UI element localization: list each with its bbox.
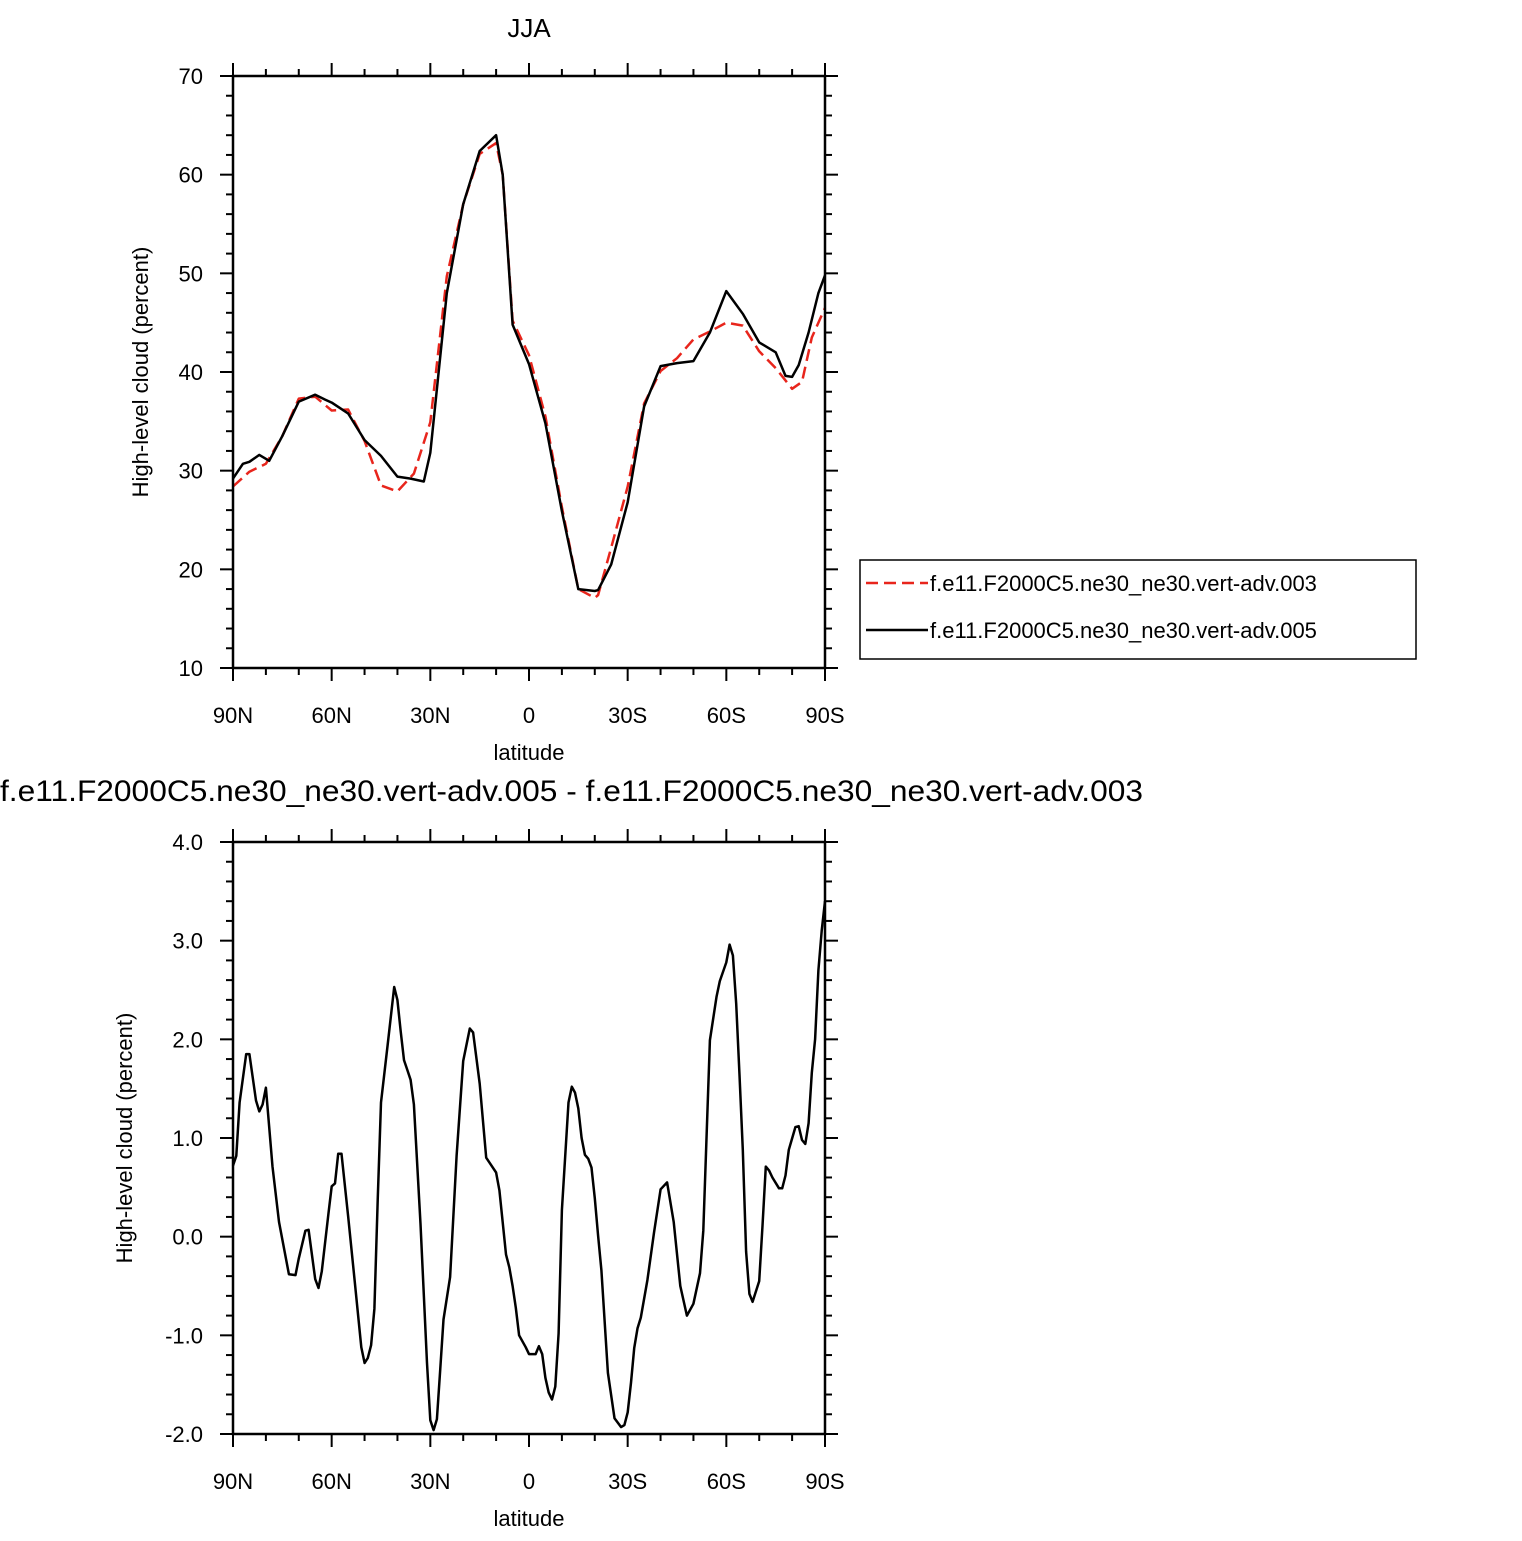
bottom-x-tick-label: 30N	[410, 1469, 450, 1494]
top-chart-series	[231, 133, 827, 600]
top-chart-y-axis-label: High-level cloud (percent)	[128, 247, 153, 498]
bottom-y-tick-label: 2.0	[172, 1027, 203, 1052]
top-y-tick-label: 40	[179, 360, 203, 385]
legend-box	[859, 559, 1417, 660]
top-x-tick-label: 90S	[805, 703, 844, 728]
bottom-y-tick-label: 4.0	[172, 830, 203, 855]
top-chart-title: JJA	[507, 13, 551, 43]
bottom-chart-x-axis-label: latitude	[494, 1506, 565, 1531]
top-x-tick-label: 30S	[608, 703, 647, 728]
bottom-x-tick-label: 60N	[311, 1469, 351, 1494]
bottom-x-tick-label: 0	[523, 1469, 535, 1494]
top-series-line-0	[232, 141, 827, 600]
top-x-tick-label: 0	[523, 703, 535, 728]
bottom-x-tick-label: 90N	[213, 1469, 253, 1494]
top-x-tick-label: 60S	[707, 703, 746, 728]
bottom-chart-y-axis-label: High-level cloud (percent)	[112, 1013, 137, 1264]
top-y-tick-label: 60	[179, 163, 203, 188]
bottom-chart-series	[231, 901, 827, 1432]
top-y-tick-label: 10	[179, 656, 203, 681]
legend-label-vert-adv-003: f.e11.F2000C5.ne30_ne30.vert-adv.003	[930, 571, 1317, 596]
top-chart-plot-frame	[231, 74, 827, 670]
bottom-chart-title: f.e11.F2000C5.ne30_ne30.vert-adv.005 - f…	[0, 775, 1143, 808]
top-x-tick-label: 90N	[213, 703, 253, 728]
top-y-tick-label: 70	[179, 64, 203, 89]
legend-label-vert-adv-005: f.e11.F2000C5.ne30_ne30.vert-adv.005	[930, 618, 1317, 643]
bottom-y-tick-label: 0.0	[172, 1225, 203, 1250]
bottom-chart-plot-frame	[231, 840, 827, 1436]
top-series-line-1	[231, 133, 827, 593]
top-y-tick-label: 50	[179, 261, 203, 286]
top-x-tick-label: 30N	[410, 703, 450, 728]
top-chart-legend: f.e11.F2000C5.ne30_ne30.vert-adv.003 f.e…	[859, 559, 1417, 660]
top-chart-x-axis-label: latitude	[494, 740, 565, 765]
bottom-x-tick-label: 30S	[608, 1469, 647, 1494]
bottom-series-line-0	[231, 901, 827, 1432]
bottom-y-tick-label: 1.0	[172, 1126, 203, 1151]
bottom-x-tick-label: 90S	[805, 1469, 844, 1494]
top-y-tick-label: 20	[179, 557, 203, 582]
bottom-y-tick-label: -1.0	[165, 1323, 203, 1348]
bottom-y-tick-label: 3.0	[172, 929, 203, 954]
top-y-tick-label: 30	[179, 459, 203, 484]
bottom-y-tick-label: -2.0	[165, 1422, 203, 1447]
top-x-tick-label: 60N	[311, 703, 351, 728]
bottom-x-tick-label: 60S	[707, 1469, 746, 1494]
top-chart-axes: 10 20 30 40 50 60 70 90N 60N 30N 0 30S 60S 90S	[179, 63, 845, 728]
